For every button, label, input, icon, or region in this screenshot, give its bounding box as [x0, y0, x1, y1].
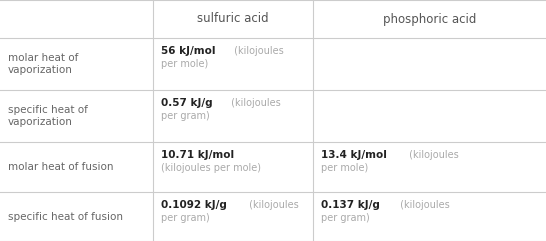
Text: 0.57 kJ/g: 0.57 kJ/g: [161, 98, 212, 108]
Text: per gram): per gram): [321, 213, 370, 223]
Text: per gram): per gram): [161, 213, 210, 223]
Text: per mole): per mole): [321, 163, 368, 173]
Text: molar heat of fusion: molar heat of fusion: [8, 162, 114, 172]
Text: specific heat of
vaporization: specific heat of vaporization: [8, 105, 88, 127]
Text: 13.4 kJ/mol: 13.4 kJ/mol: [321, 150, 387, 160]
Text: sulfuric acid: sulfuric acid: [197, 13, 269, 26]
Text: (kilojoules: (kilojoules: [232, 46, 284, 56]
Text: 10.71 kJ/mol: 10.71 kJ/mol: [161, 150, 234, 160]
Text: 0.137 kJ/g: 0.137 kJ/g: [321, 200, 380, 210]
Text: per mole): per mole): [161, 59, 208, 69]
Text: (kilojoules: (kilojoules: [406, 150, 459, 160]
Text: 0.1092 kJ/g: 0.1092 kJ/g: [161, 200, 227, 210]
Text: specific heat of fusion: specific heat of fusion: [8, 212, 123, 221]
Text: (kilojoules: (kilojoules: [246, 200, 299, 210]
Text: (kilojoules: (kilojoules: [228, 98, 280, 108]
Text: 56 kJ/mol: 56 kJ/mol: [161, 46, 216, 56]
Text: molar heat of
vaporization: molar heat of vaporization: [8, 53, 79, 75]
Text: (kilojoules per mole): (kilojoules per mole): [161, 163, 261, 173]
Text: (kilojoules: (kilojoules: [397, 200, 450, 210]
Text: phosphoric acid: phosphoric acid: [383, 13, 476, 26]
Text: per gram): per gram): [161, 111, 210, 121]
